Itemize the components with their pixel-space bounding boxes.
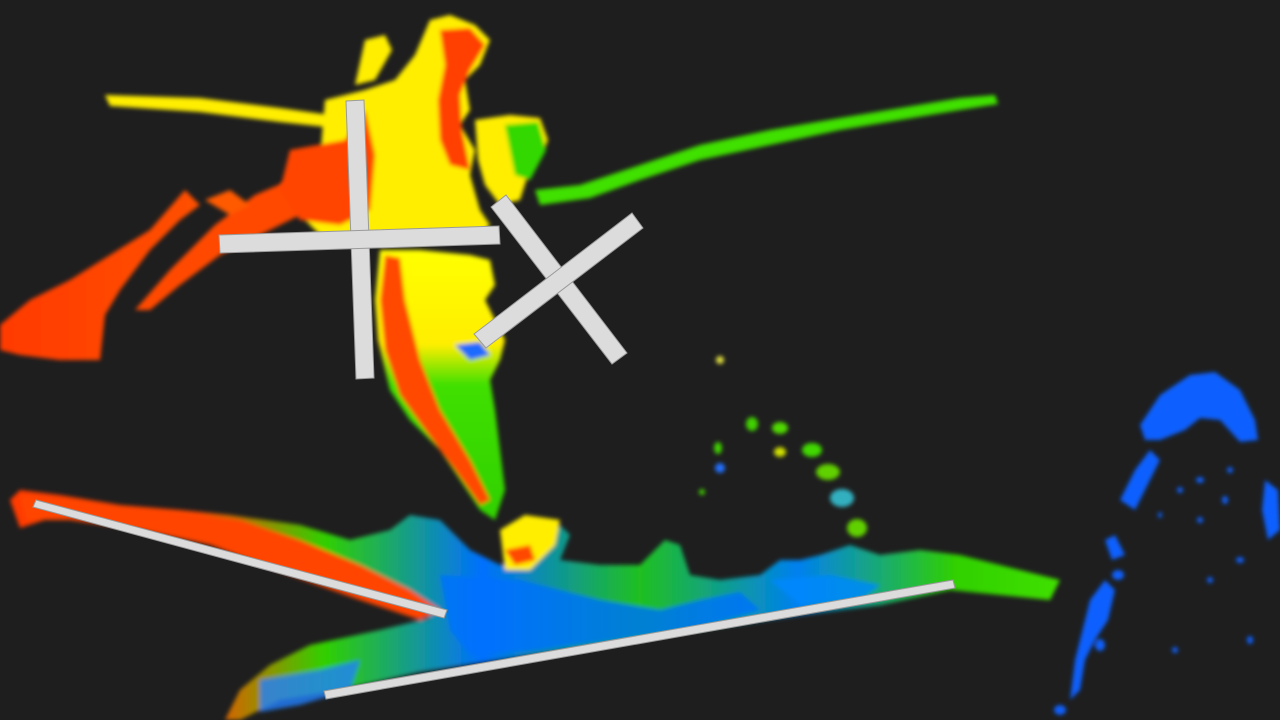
scan-region-right-cluster — [1054, 372, 1280, 715]
marker-x-right[interactable] — [473, 194, 644, 365]
marker-cross-upper[interactable] — [218, 99, 501, 380]
scan-region-yellow-beam — [105, 95, 335, 128]
scan-region-arc-points — [699, 356, 867, 537]
scan-region-floor — [10, 490, 1060, 720]
scan-region-left-arm — [0, 180, 320, 360]
marker-floor-line-left[interactable] — [32, 499, 448, 619]
scan-region-wall — [375, 250, 505, 520]
marker-floor-line-right[interactable] — [323, 579, 956, 700]
scan-region-green-beam — [535, 95, 998, 205]
